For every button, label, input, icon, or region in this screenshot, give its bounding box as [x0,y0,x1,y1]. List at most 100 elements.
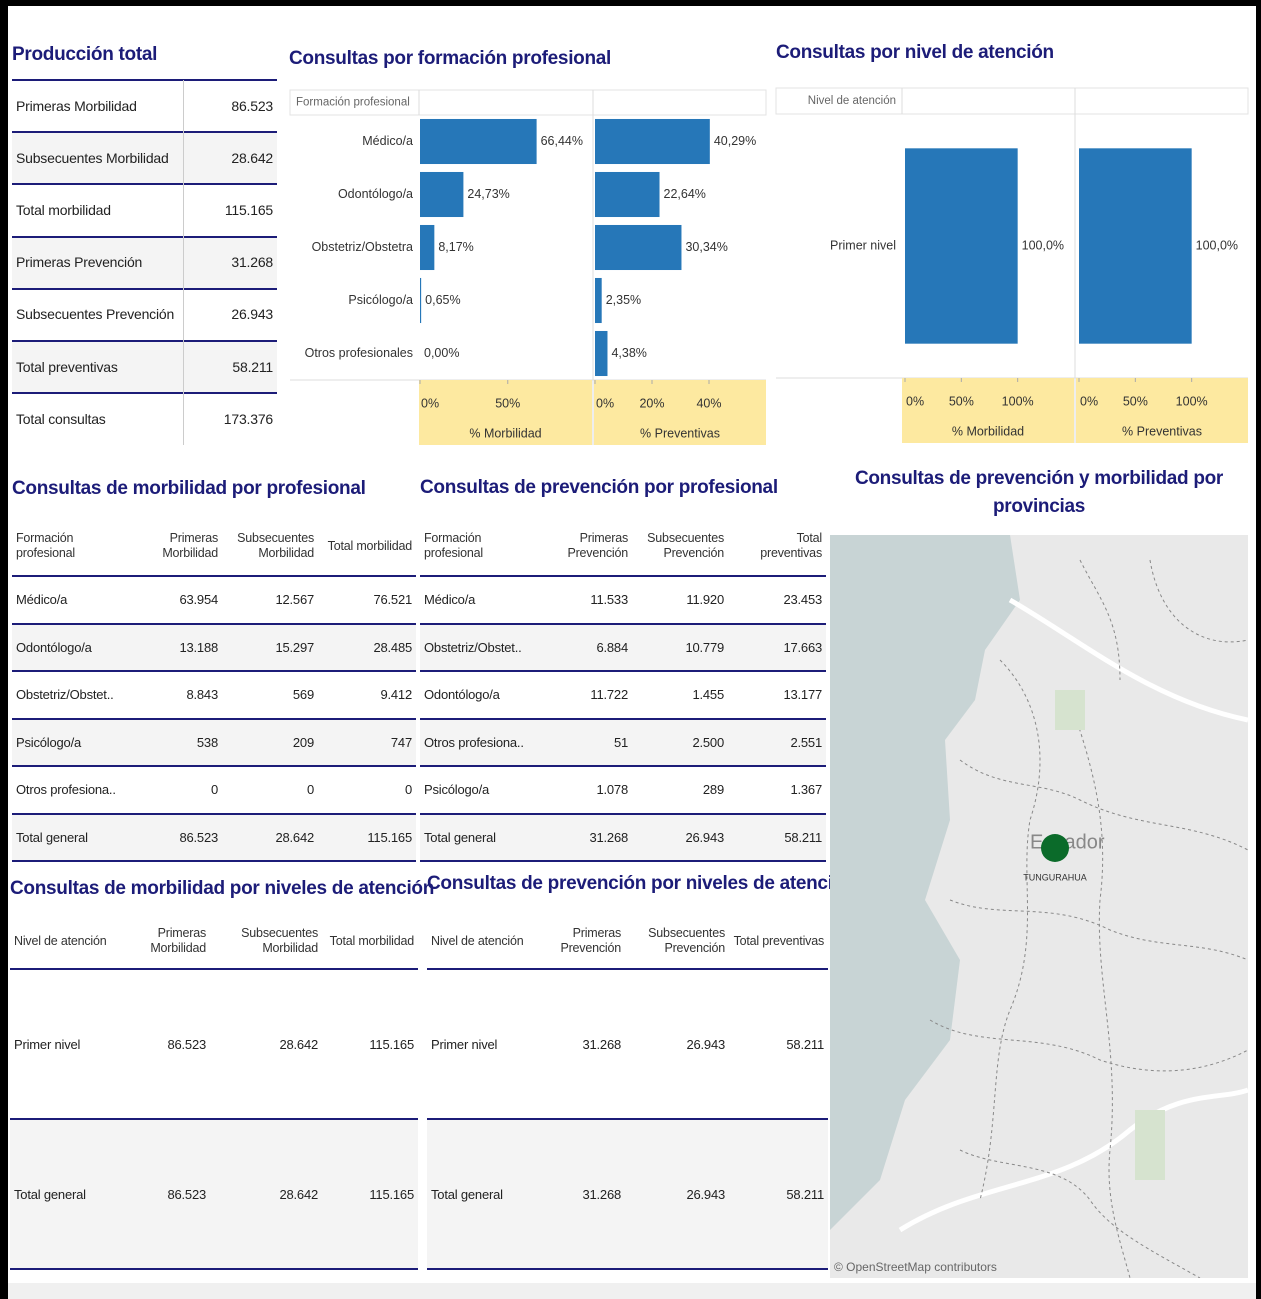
column-header: Primeras Morbilidad [150,926,206,955]
row-line [12,622,416,625]
row-bg [427,1120,828,1268]
cell-value: 31.268 [582,1036,621,1052]
category-label: Psicólogo/a [348,293,413,307]
column-header: Nivel de atención [14,933,107,948]
value-label: 8,17% [438,240,473,254]
bar [595,224,682,271]
row-value: 58.211 [232,358,273,375]
table-title: Producción total [12,44,158,65]
category-label: Primer nivel [830,238,896,252]
column-header: Total morbilidad [327,538,413,553]
row-value: 28.642 [231,149,273,166]
row-line [420,812,826,815]
header-band [289,89,767,116]
row-value: 115.165 [224,201,273,218]
column-header: Primeras Morbilidad [162,531,218,560]
cell-value: 11.920 [686,592,724,608]
column-header: Primeras Prevención [567,531,628,560]
row-label: Otros profesiona.. [16,782,116,798]
row-line [12,717,416,720]
axis-band [902,378,1074,443]
cell-value: 13.188 [179,639,218,655]
row-line [12,392,277,395]
value-label: 4,38% [611,346,646,360]
x-tick-label: 0% [1080,394,1098,408]
row-label: Primer nivel [431,1036,498,1052]
table-title: Consultas de prevención por niveles de a… [427,873,856,894]
chart-title: Consultas por formación profesional [289,48,612,69]
row-value: 173.376 [223,410,273,427]
footer-band [8,1283,1256,1299]
map-title: Consultas de prevención y morbilidad por… [854,468,1224,517]
map-attribution: © OpenStreetMap contributors [834,1260,997,1274]
row-label: Primer nivel [14,1036,81,1052]
x-tick-label: 100% [1176,394,1208,408]
cell-value: 569 [292,687,314,703]
cell-value: 51 [613,734,628,750]
row-line [12,183,277,186]
cell-value: 2.500 [692,734,724,750]
cell-value: 15.297 [275,639,314,655]
row-label: Psicólogo/a [16,734,82,750]
cell-value: 23.453 [783,592,822,608]
cell-value: 6.884 [596,639,628,655]
value-label: 30,34% [685,240,727,254]
cell-value: 31.268 [582,1186,621,1202]
row-line [12,287,277,290]
row-label: Subsecuentes Prevención [16,306,175,323]
cell-value: 86.523 [167,1186,206,1202]
cell-value: 26.943 [685,829,724,845]
bar [595,118,710,165]
province-marker[interactable] [1041,834,1069,862]
axis-band [594,380,766,445]
value-label: 22,64% [664,187,706,201]
column-header: Total preventivas [733,933,825,948]
cell-value: 10.779 [685,639,724,655]
x-tick-label: 0% [596,396,614,410]
row-bg [10,1120,418,1268]
value-label: 0,65% [425,293,460,307]
bar [420,224,435,271]
cell-value: 58.211 [784,829,822,845]
row-bg [12,236,277,289]
bar [905,148,1018,344]
header-line [420,575,826,577]
row-line [10,1268,418,1270]
cell-value: 26.943 [686,1186,725,1202]
bar [420,118,537,165]
row-label: Médico/a [16,592,68,608]
cell-value: 289 [702,782,724,798]
column-header: Primeras Prevención [560,926,621,955]
row-bg [12,341,277,393]
cell-value: 28.485 [373,639,412,655]
axis-title: % Preventivas [640,426,720,440]
map-border [1008,597,1248,723]
row-line [10,1118,418,1120]
value-label: 2,35% [606,293,641,307]
x-tick-label: 20% [639,396,664,410]
cell-value: 0 [210,782,218,798]
cell-value: 28.642 [279,1036,318,1052]
bar [420,171,464,218]
province-label: TUNGURAHUA [1023,872,1087,882]
row-line [12,812,416,815]
row-bg [420,624,826,670]
cell-value: 115.165 [369,1186,414,1202]
cell-value: 11.533 [590,592,628,608]
header-line [10,968,418,970]
row-bg [420,719,826,765]
bar [1079,148,1192,344]
column-header: Formación profesional [424,531,483,560]
row-label: Total general [14,1186,86,1202]
bar [595,330,608,377]
cell-value: 58.211 [786,1186,824,1202]
x-tick-label: 50% [1123,394,1148,408]
table-title: Consultas de prevención por profesional [420,477,778,498]
table-title: Consultas de morbilidad por niveles de a… [10,878,435,899]
cell-value: 13.177 [783,687,822,703]
row-label: Obstetriz/Obstet.. [16,687,114,703]
header-band [775,87,1249,115]
